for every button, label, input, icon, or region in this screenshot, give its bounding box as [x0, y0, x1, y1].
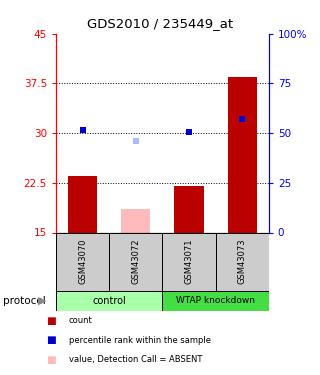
Text: control: control	[92, 296, 126, 306]
Bar	[228, 77, 257, 232]
Text: ■: ■	[46, 316, 56, 326]
Text: value, Detection Call = ABSENT: value, Detection Call = ABSENT	[69, 355, 202, 364]
Bar	[56, 232, 109, 291]
Text: GSM43070: GSM43070	[78, 239, 87, 284]
Bar	[216, 232, 269, 291]
Bar	[68, 176, 97, 232]
Bar	[163, 232, 216, 291]
Text: percentile rank within the sample: percentile rank within the sample	[69, 336, 211, 345]
Text: GSM43073: GSM43073	[238, 239, 247, 284]
Text: GDS2010 / 235449_at: GDS2010 / 235449_at	[87, 17, 233, 30]
Text: count: count	[69, 316, 92, 325]
Text: GSM43072: GSM43072	[131, 239, 140, 284]
Text: ■: ■	[46, 355, 56, 364]
Text: ■: ■	[46, 374, 56, 375]
Text: ▶: ▶	[38, 296, 46, 306]
Bar	[56, 291, 163, 311]
Bar	[121, 209, 150, 232]
Text: WTAP knockdown: WTAP knockdown	[176, 296, 255, 305]
Text: GSM43071: GSM43071	[185, 239, 194, 284]
Bar	[163, 291, 269, 311]
Text: ■: ■	[46, 335, 56, 345]
Text: protocol: protocol	[3, 296, 46, 306]
Bar	[109, 232, 162, 291]
Bar	[174, 186, 204, 232]
